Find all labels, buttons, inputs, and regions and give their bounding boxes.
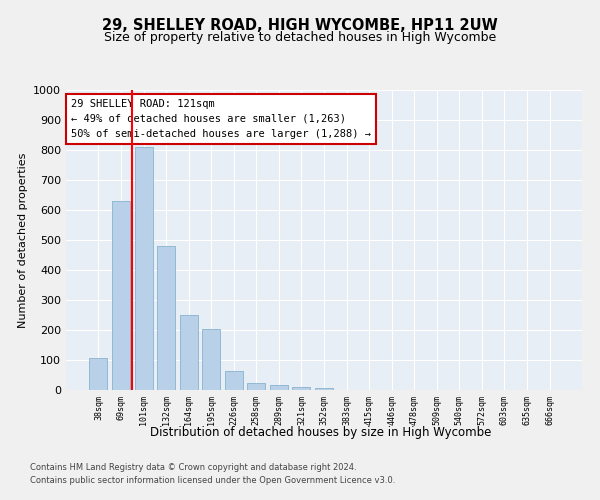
Bar: [112, 201, 130, 390]
Text: Contains HM Land Registry data © Crown copyright and database right 2024.: Contains HM Land Registry data © Crown c…: [30, 464, 356, 472]
Bar: [270, 384, 288, 390]
Bar: [179, 315, 198, 390]
Bar: [157, 246, 175, 390]
Bar: [292, 387, 310, 390]
Bar: [247, 382, 265, 390]
Bar: [89, 358, 107, 390]
Text: Distribution of detached houses by size in High Wycombe: Distribution of detached houses by size …: [151, 426, 491, 439]
Bar: [315, 388, 333, 390]
Bar: [202, 328, 220, 390]
Text: 29 SHELLEY ROAD: 121sqm
← 49% of detached houses are smaller (1,263)
50% of semi: 29 SHELLEY ROAD: 121sqm ← 49% of detache…: [71, 99, 371, 138]
Bar: [225, 372, 243, 390]
Bar: [134, 147, 152, 390]
Text: Contains public sector information licensed under the Open Government Licence v3: Contains public sector information licen…: [30, 476, 395, 485]
Y-axis label: Number of detached properties: Number of detached properties: [17, 152, 28, 328]
Text: Size of property relative to detached houses in High Wycombe: Size of property relative to detached ho…: [104, 31, 496, 44]
Text: 29, SHELLEY ROAD, HIGH WYCOMBE, HP11 2UW: 29, SHELLEY ROAD, HIGH WYCOMBE, HP11 2UW: [102, 18, 498, 32]
